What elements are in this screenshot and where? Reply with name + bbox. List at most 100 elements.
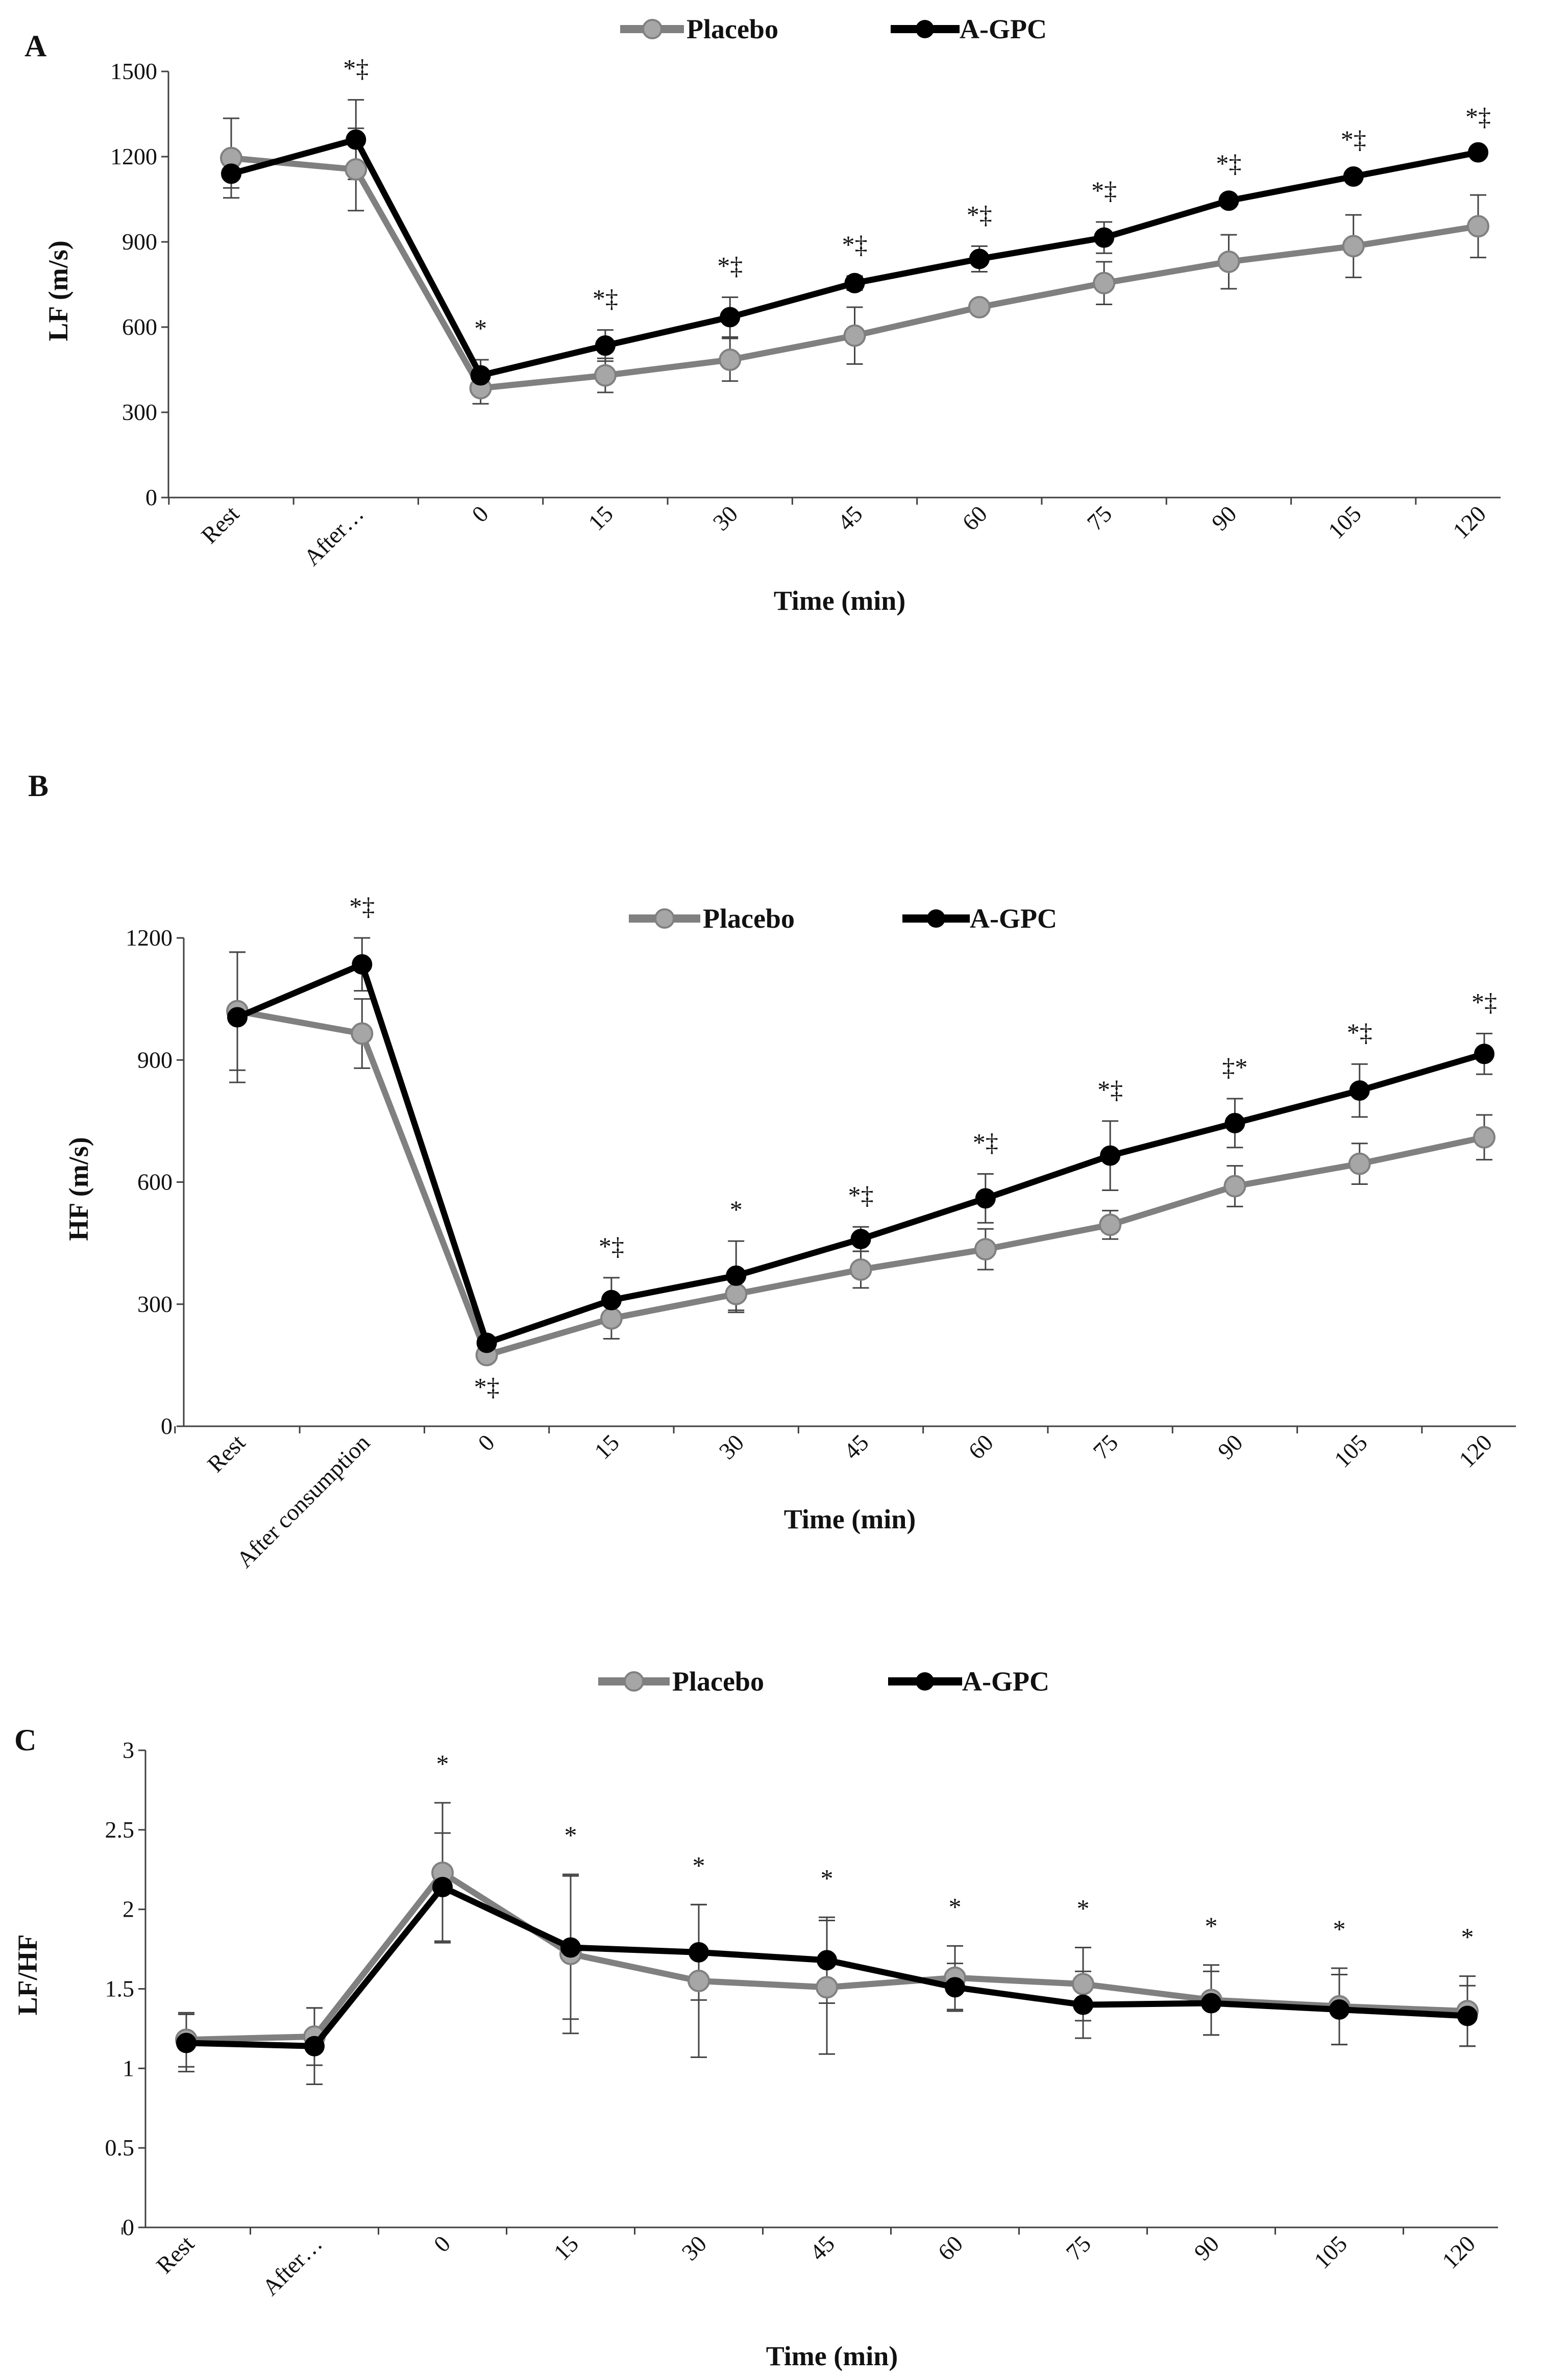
x-tick-label: 30 [708,501,743,536]
significance-marker: *‡ [1097,1075,1123,1104]
placebo-data-point [600,1307,623,1330]
placebo-data-point [351,1022,374,1045]
x-tick-label: 105 [1309,2230,1352,2274]
x-tick-label: 90 [1213,1429,1248,1465]
placebo-data-point [1099,1213,1122,1236]
x-tick-label: 30 [676,2230,712,2266]
x-tick-label: 60 [933,2230,968,2266]
y-tick-label: 2.5 [105,1817,135,1843]
y-tick-label: 900 [122,229,157,255]
agpc-data-point [1457,2005,1478,2026]
x-tick-label: 45 [839,1429,874,1465]
panel-a-legend: Placebo A-GPC [620,14,1047,44]
agpc-data-point [432,1877,453,1898]
y-tick-label: 0 [122,2214,134,2240]
x-tick-label: 45 [804,2230,840,2266]
legend-agpc-label: A-GPC [960,14,1047,44]
x-tick-label: Rest [151,2230,199,2278]
placebo-data-point [1223,1175,1246,1198]
panel-b-xlabel: Time (min) [784,1504,916,1534]
x-tick-label: 90 [1189,2230,1224,2266]
placebo-data-point [719,349,742,371]
agpc-data-point [969,249,990,269]
significance-marker: ‡* [1222,1053,1247,1081]
significance-marker: * [693,1851,705,1879]
placebo-data-point [594,364,617,387]
significance-marker: * [1461,1923,1474,1951]
x-tick-label: 0 [429,2230,455,2257]
placebo-data-point [1093,271,1116,294]
x-tick-label: 15 [548,2230,583,2266]
placebo-data-point [974,1238,997,1261]
agpc-data-point [601,1290,622,1310]
panel-a-xlabel: Time (min) [774,585,905,616]
x-tick-label: 60 [963,1429,998,1465]
agpc-data-point [1100,1145,1121,1166]
agpc-data-point [1474,1044,1494,1064]
legend-agpc-marker [927,909,945,928]
significance-marker: *‡ [1091,176,1117,205]
agpc-data-point [726,1265,747,1286]
legend-placebo-marker [642,19,663,39]
panel-a-letter: A [24,29,46,63]
legend-placebo-marker [654,908,675,929]
placebo-data-point [725,1282,748,1305]
legend-agpc-label: A-GPC [970,903,1057,934]
agpc-data-point [352,954,373,975]
x-tick-label: Rest [196,501,244,549]
significance-marker: *‡ [343,54,369,83]
y-tick-label: 0.5 [105,2135,135,2161]
significance-marker: * [730,1195,743,1224]
significance-marker: * [1077,1894,1090,1922]
agpc-data-point [844,272,865,293]
significance-marker: *‡ [1341,125,1366,154]
placebo-data-point [1342,235,1365,258]
significance-marker: *‡ [349,892,375,921]
x-tick-label: After consumption [231,1429,375,1573]
significance-marker: * [949,1892,962,1921]
placebo-data-point [345,158,367,181]
x-tick-label: 30 [714,1429,749,1465]
panel-b-ylabel: HF (m/s) [63,1137,94,1241]
x-tick-label: 120 [1448,501,1491,544]
placebo-data-point [849,1258,872,1281]
significance-marker: *‡ [593,284,618,313]
y-tick-label: 1.5 [105,1976,135,2002]
y-tick-label: 300 [137,1291,173,1317]
x-tick-label: Rest [202,1429,250,1477]
placebo-data-point [1072,1973,1094,1996]
y-tick-label: 1200 [110,143,157,169]
panel-c-ylabel: LF/HF [12,1935,43,2016]
agpc-data-point [595,335,616,356]
agpc-data-point [975,1188,996,1209]
significance-marker: *‡ [474,1373,500,1401]
x-tick-label: 105 [1323,501,1366,544]
significance-marker: * [436,1749,449,1778]
y-tick-label: 1 [122,2055,134,2081]
significance-marker: *‡ [973,1128,998,1157]
y-tick-label: 2 [122,1896,134,1922]
significance-marker: *‡ [842,230,868,259]
placebo-data-point [1348,1152,1371,1175]
x-tick-label: 0 [473,1429,499,1456]
y-tick-label: 300 [122,399,157,425]
agpc-data-point [227,1007,248,1028]
x-tick-label: 15 [589,1429,624,1465]
panel-b: B Placebo A-GPC 03006009001200RestAfter … [28,769,1516,1573]
significance-marker: *‡ [1465,102,1491,131]
placebo-data-point [816,1976,838,1999]
agpc-data-point [476,1332,497,1353]
agpc-data-point [1094,227,1115,248]
placebo-data-point [1217,250,1240,273]
significance-marker: *‡ [599,1232,624,1260]
y-tick-label: 3 [122,1737,134,1763]
x-tick-label: 120 [1454,1429,1497,1473]
agpc-data-point [1329,1999,1350,2020]
x-tick-label: 60 [957,501,992,536]
y-tick-label: 1500 [110,58,157,84]
agpc-data-point [720,307,741,328]
agpc-data-point [560,1937,581,1958]
legend-agpc-marker [916,20,934,38]
y-tick-label: 600 [137,1169,173,1195]
